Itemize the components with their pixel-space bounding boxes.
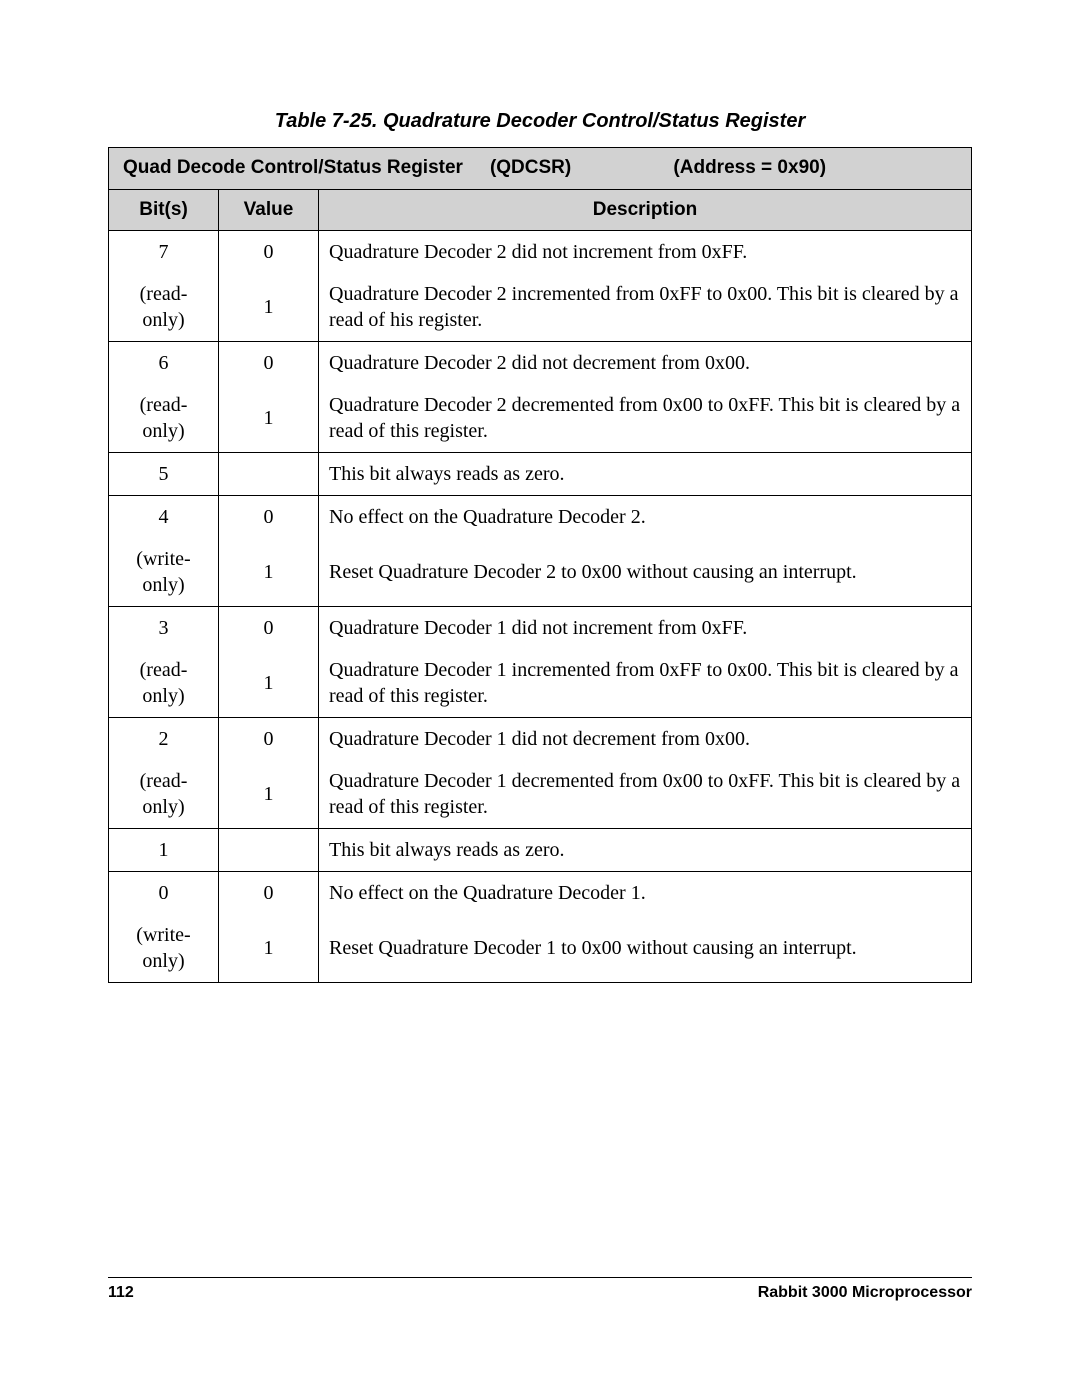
cell-description: This bit always reads as zero. — [319, 453, 972, 496]
cell-value: 1 — [219, 538, 319, 607]
cell-bits: 2 — [109, 718, 219, 761]
cell-bits: 3 — [109, 607, 219, 650]
table-row: 60Quadrature Decoder 2 did not decrement… — [109, 342, 972, 385]
cell-description: This bit always reads as zero. — [319, 829, 972, 872]
cell-bits: 7 — [109, 231, 219, 274]
page: Table 7-25. Quadrature Decoder Control/S… — [0, 0, 1080, 1397]
cell-value — [219, 453, 319, 496]
table-body: 70Quadrature Decoder 2 did not increment… — [109, 231, 972, 983]
cell-bits: 1 — [109, 829, 219, 872]
cell-value: 1 — [219, 760, 319, 829]
table-header-top-inner: Quad Decode Control/Status Register (QDC… — [123, 156, 957, 181]
table-row: (write-only)1Reset Quadrature Decoder 1 … — [109, 914, 972, 983]
cell-description: Quadrature Decoder 2 incremented from 0x… — [319, 273, 972, 342]
cell-bits: (write-only) — [109, 538, 219, 607]
register-mnemonic: (QDCSR) — [490, 156, 673, 181]
cell-bits: (read-only) — [109, 384, 219, 453]
register-table: Quad Decode Control/Status Register (QDC… — [108, 147, 972, 983]
cell-description: No effect on the Quadrature Decoder 2. — [319, 496, 972, 539]
col-header-description: Description — [319, 189, 972, 231]
cell-value: 1 — [219, 273, 319, 342]
cell-description: Quadrature Decoder 2 decremented from 0x… — [319, 384, 972, 453]
table-row: 1 This bit always reads as zero. — [109, 829, 972, 872]
document-title: Rabbit 3000 Microprocessor — [758, 1284, 972, 1302]
col-header-bits: Bit(s) — [109, 189, 219, 231]
cell-value: 1 — [219, 384, 319, 453]
cell-description: Reset Quadrature Decoder 2 to 0x00 witho… — [319, 538, 972, 607]
cell-bits: (read-only) — [109, 273, 219, 342]
register-address: (Address = 0x90) — [673, 156, 957, 181]
cell-description: Quadrature Decoder 1 incremented from 0x… — [319, 649, 972, 718]
cell-bits: 4 — [109, 496, 219, 539]
cell-value: 0 — [219, 718, 319, 761]
cell-bits: 5 — [109, 453, 219, 496]
page-number: 112 — [108, 1284, 134, 1302]
table-row: (read-only)1Quadrature Decoder 1 decreme… — [109, 760, 972, 829]
cell-value: 0 — [219, 607, 319, 650]
cell-description: Quadrature Decoder 2 did not decrement f… — [319, 342, 972, 385]
cell-description: No effect on the Quadrature Decoder 1. — [319, 872, 972, 915]
cell-description: Reset Quadrature Decoder 1 to 0x00 witho… — [319, 914, 972, 983]
table-row: 5 This bit always reads as zero. — [109, 453, 972, 496]
page-footer: 112 Rabbit 3000 Microprocessor — [108, 1277, 972, 1302]
col-header-value: Value — [219, 189, 319, 231]
table-header-columns: Bit(s) Value Description — [109, 189, 972, 231]
cell-description: Quadrature Decoder 1 did not decrement f… — [319, 718, 972, 761]
table-row: 30Quadrature Decoder 1 did not increment… — [109, 607, 972, 650]
cell-value: 1 — [219, 914, 319, 983]
cell-bits: (write-only) — [109, 914, 219, 983]
table-row: (read-only)1Quadrature Decoder 2 decreme… — [109, 384, 972, 453]
cell-bits: (read-only) — [109, 649, 219, 718]
table-row: (read-only)1Quadrature Decoder 1 increme… — [109, 649, 972, 718]
cell-bits: 6 — [109, 342, 219, 385]
table-row: (write-only)1Reset Quadrature Decoder 2 … — [109, 538, 972, 607]
cell-description: Quadrature Decoder 1 did not increment f… — [319, 607, 972, 650]
cell-value: 0 — [219, 496, 319, 539]
table-caption: Table 7-25. Quadrature Decoder Control/S… — [108, 110, 972, 133]
cell-value — [219, 829, 319, 872]
cell-value: 1 — [219, 649, 319, 718]
cell-bits: (read-only) — [109, 760, 219, 829]
table-row: 40No effect on the Quadrature Decoder 2. — [109, 496, 972, 539]
cell-bits: 0 — [109, 872, 219, 915]
cell-description: Quadrature Decoder 1 decremented from 0x… — [319, 760, 972, 829]
table-row: 70Quadrature Decoder 2 did not increment… — [109, 231, 972, 274]
table-header-top-cell: Quad Decode Control/Status Register (QDC… — [109, 148, 972, 190]
cell-description: Quadrature Decoder 2 did not increment f… — [319, 231, 972, 274]
table-header-top: Quad Decode Control/Status Register (QDC… — [109, 148, 972, 190]
table-row: 20Quadrature Decoder 1 did not decrement… — [109, 718, 972, 761]
cell-value: 0 — [219, 342, 319, 385]
table-row: 00No effect on the Quadrature Decoder 1. — [109, 872, 972, 915]
table-row: (read-only)1Quadrature Decoder 2 increme… — [109, 273, 972, 342]
cell-value: 0 — [219, 872, 319, 915]
cell-value: 0 — [219, 231, 319, 274]
register-title: Quad Decode Control/Status Register — [123, 156, 490, 181]
